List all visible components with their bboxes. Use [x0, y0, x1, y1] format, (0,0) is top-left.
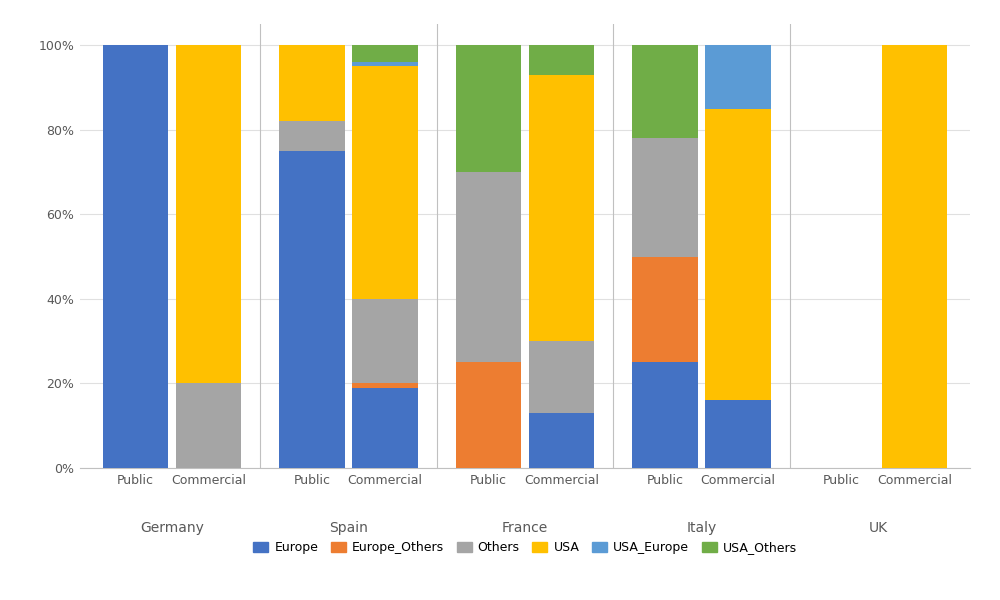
Bar — [632, 362, 698, 468]
Bar — [705, 109, 771, 400]
Bar — [176, 383, 241, 468]
Text: Italy: Italy — [686, 521, 717, 535]
Bar — [529, 45, 594, 75]
Bar — [456, 362, 521, 468]
Bar — [176, 45, 241, 383]
Text: Germany: Germany — [140, 521, 204, 535]
Bar — [352, 45, 418, 62]
Text: UK: UK — [868, 521, 887, 535]
Text: France: France — [502, 521, 548, 535]
Legend: Europe, Europe_Others, Others, USA, USA_Europe, USA_Others: Europe, Europe_Others, Others, USA, USA_… — [248, 536, 802, 559]
Bar — [352, 62, 418, 66]
Bar — [279, 121, 345, 151]
Bar — [352, 66, 418, 299]
Bar — [529, 75, 594, 341]
Bar — [705, 45, 771, 109]
Bar — [456, 172, 521, 362]
Bar — [279, 151, 345, 468]
Bar — [529, 413, 594, 468]
Bar — [103, 45, 168, 468]
Bar — [705, 400, 771, 468]
Bar — [456, 45, 521, 172]
Bar — [352, 383, 418, 388]
Bar — [279, 45, 345, 121]
Bar — [529, 341, 594, 413]
Bar — [632, 45, 698, 138]
Bar — [352, 299, 418, 383]
Bar — [632, 257, 698, 362]
Bar — [882, 45, 947, 468]
Bar — [632, 138, 698, 257]
Bar — [352, 388, 418, 468]
Text: Spain: Spain — [329, 521, 368, 535]
